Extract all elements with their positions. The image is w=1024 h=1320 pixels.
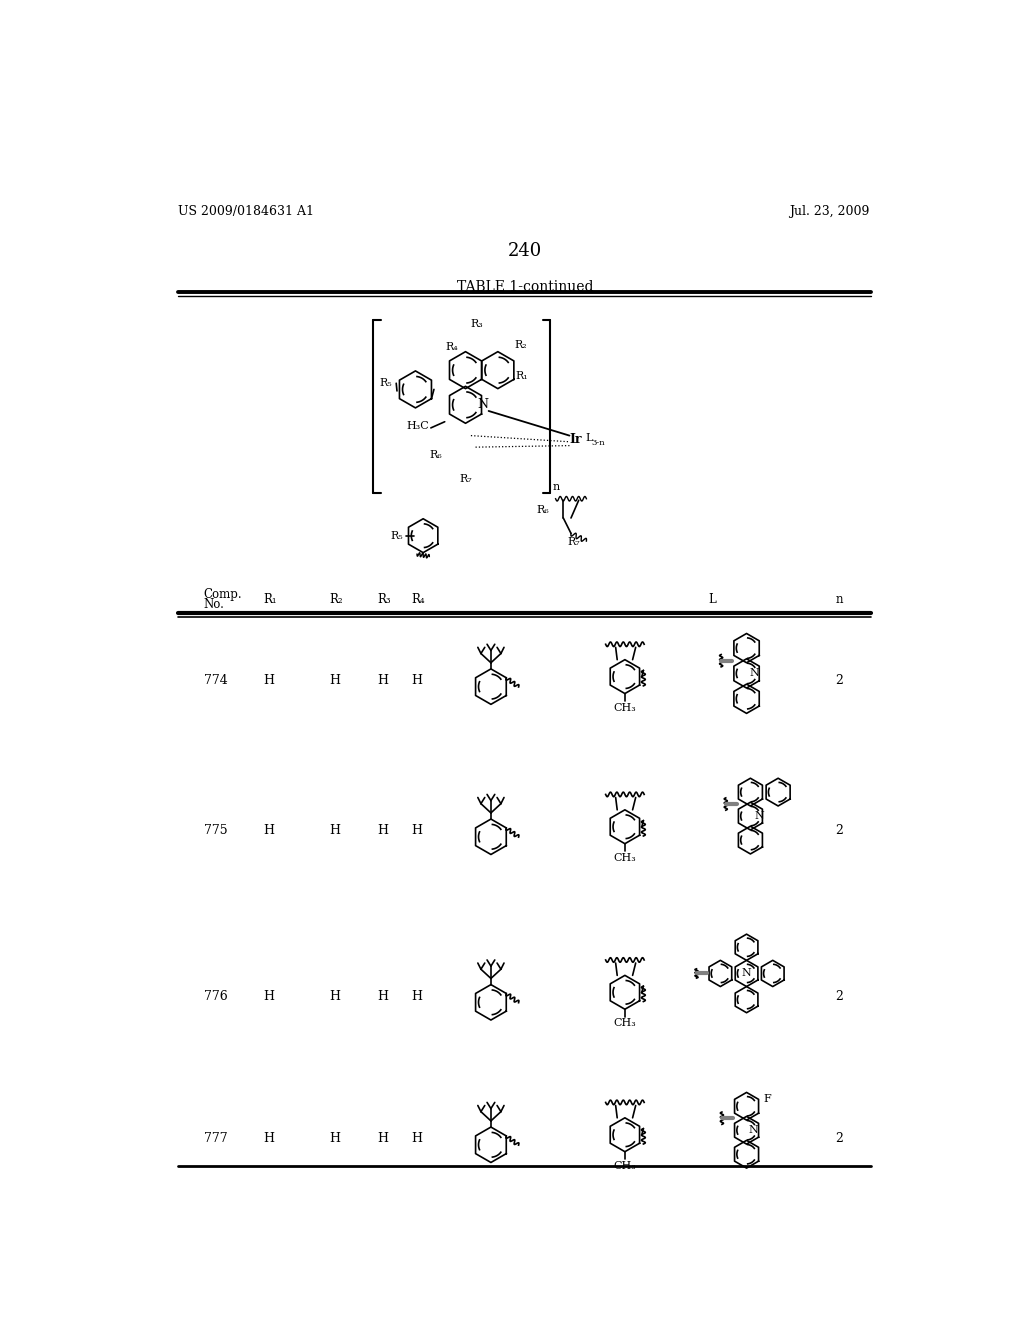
Text: H: H <box>412 675 423 686</box>
Text: R₂: R₂ <box>330 593 343 606</box>
Text: R₅: R₅ <box>390 531 403 541</box>
Text: F: F <box>764 1094 771 1105</box>
Text: 2: 2 <box>835 990 843 1003</box>
Text: R₆: R₆ <box>537 506 550 515</box>
Text: H: H <box>263 1133 274 1146</box>
Text: R₁: R₁ <box>515 371 528 380</box>
Text: N: N <box>478 399 488 412</box>
Text: H: H <box>263 990 274 1003</box>
Text: R₇: R₇ <box>459 474 472 484</box>
Text: 3-n: 3-n <box>592 440 605 447</box>
Text: H: H <box>377 990 388 1003</box>
Text: N: N <box>749 668 759 678</box>
Text: No.: No. <box>204 598 224 611</box>
Text: 777: 777 <box>204 1133 227 1146</box>
Text: N: N <box>749 1125 759 1135</box>
Text: H: H <box>330 824 340 837</box>
Text: R₅: R₅ <box>380 379 392 388</box>
Text: R₃: R₃ <box>377 593 390 606</box>
Text: N: N <box>741 969 752 978</box>
Text: CH₃: CH₃ <box>613 702 636 713</box>
Text: 240: 240 <box>508 242 542 260</box>
Text: Ir: Ir <box>569 433 582 446</box>
Text: 776: 776 <box>204 990 227 1003</box>
Text: H: H <box>330 675 340 686</box>
Text: H: H <box>263 675 274 686</box>
Text: R₄: R₄ <box>445 342 459 352</box>
Text: H: H <box>412 824 423 837</box>
Text: H: H <box>412 1133 423 1146</box>
Text: 775: 775 <box>204 824 227 837</box>
Text: H: H <box>377 824 388 837</box>
Text: L: L <box>586 433 593 444</box>
Text: H: H <box>412 990 423 1003</box>
Text: n: n <box>553 482 560 492</box>
Text: R₄: R₄ <box>412 593 425 606</box>
Text: CH₃: CH₃ <box>613 1019 636 1028</box>
Text: R₁: R₁ <box>263 593 276 606</box>
Text: R₇: R₇ <box>567 537 580 548</box>
Text: H: H <box>263 824 274 837</box>
Text: 2: 2 <box>835 824 843 837</box>
Text: R₃: R₃ <box>471 319 483 330</box>
Text: H: H <box>377 675 388 686</box>
Text: 774: 774 <box>204 675 227 686</box>
Text: n: n <box>836 593 843 606</box>
Text: Comp.: Comp. <box>204 589 243 601</box>
Text: H: H <box>377 1133 388 1146</box>
Text: N: N <box>754 810 764 821</box>
Text: TABLE 1-continued: TABLE 1-continued <box>457 280 593 294</box>
Text: L: L <box>708 593 716 606</box>
Text: H₃C: H₃C <box>407 421 429 432</box>
Text: Jul. 23, 2009: Jul. 23, 2009 <box>790 205 869 218</box>
Text: CH₃: CH₃ <box>613 1162 636 1171</box>
Text: R₂: R₂ <box>514 339 526 350</box>
Text: US 2009/0184631 A1: US 2009/0184631 A1 <box>178 205 314 218</box>
Text: 2: 2 <box>835 1133 843 1146</box>
Text: CH₃: CH₃ <box>613 853 636 863</box>
Text: H: H <box>330 990 340 1003</box>
Text: 2: 2 <box>835 675 843 686</box>
Text: R₆: R₆ <box>430 450 442 459</box>
Text: H: H <box>330 1133 340 1146</box>
